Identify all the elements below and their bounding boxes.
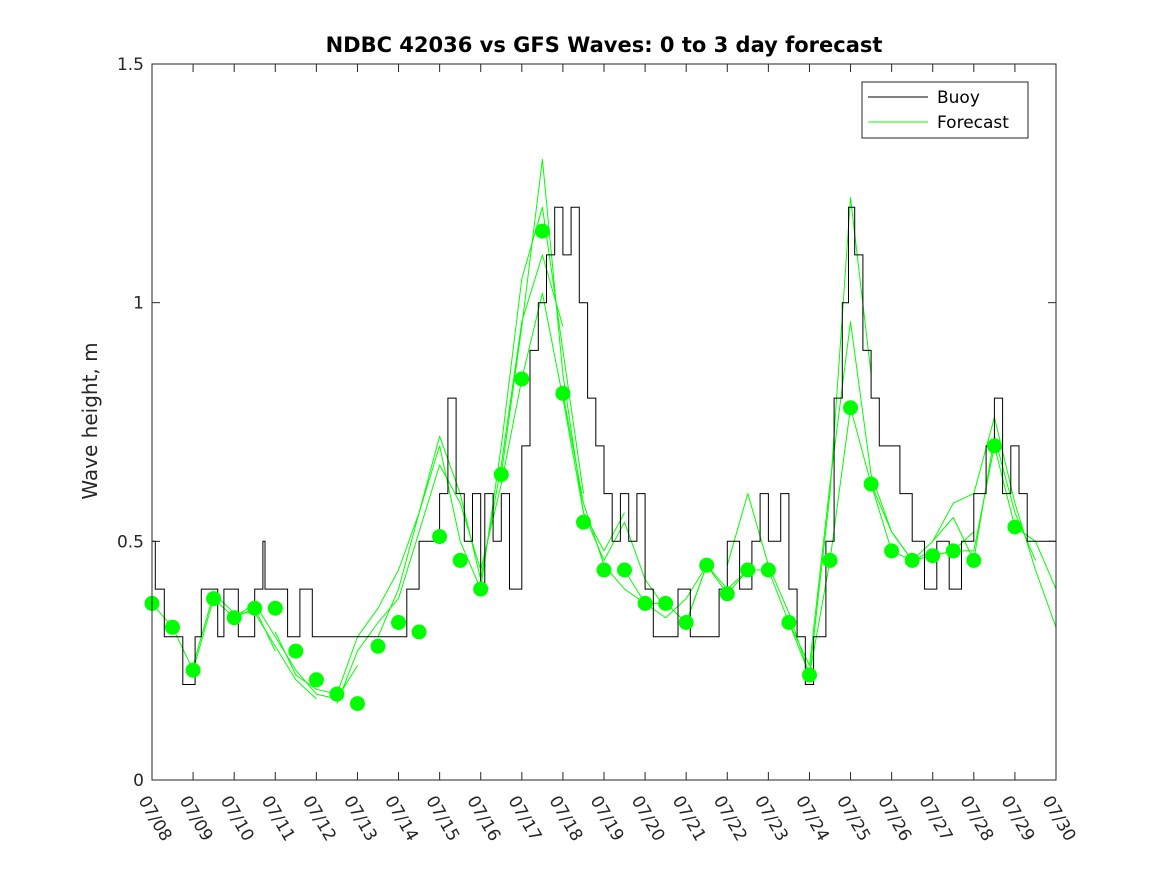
forecast-marker [206,591,222,607]
forecast-marker [740,562,756,578]
forecast-marker [493,467,509,482]
forecast-marker [452,552,468,568]
y-tick-label: 0.5 [117,532,144,552]
y-axis: 0 0.5 1 1.5 [117,55,1056,791]
forecast-marker [658,595,674,611]
legend-buoy-label: Buoy [937,88,980,108]
forecast-marker [514,371,530,387]
forecast-marker [329,686,345,702]
legend-box [861,81,1029,139]
forecast-marker [1007,519,1023,535]
forecast-marker [863,476,879,492]
forecast-marker [473,581,489,597]
forecast-marker [884,543,900,559]
y-tick-label: 1 [133,294,144,314]
forecast-run-line [521,292,667,609]
forecast-marker [391,615,406,630]
forecast-marker [247,600,263,616]
forecast-marker [308,672,324,688]
forecast-marker [925,548,941,564]
forecast-marker [822,552,838,568]
forecast-marker [719,586,735,602]
forecast-marker [432,529,448,545]
forecast-marker [904,552,920,568]
forecast-marker [986,438,1002,454]
forecast-marker [534,223,550,239]
forecast-marker [576,514,591,530]
forecast-run-line [439,206,584,590]
forecast-run-line [377,254,564,637]
forecast-marker [760,562,776,578]
forecast-run-line [500,159,625,552]
forecast-run-line [870,435,1036,561]
forecast-marker [802,667,817,683]
forecast-marker [843,400,858,416]
forecast-marker [165,619,180,635]
forecast-marker [617,562,632,578]
forecast-marker [596,562,612,578]
y-axis-label: Wave height, m [78,342,102,499]
forecast-marker [350,696,365,712]
forecast-marker [699,557,715,573]
forecast-marker [185,662,201,678]
legend: Buoy Forecast [861,81,1029,139]
chart-title: NDBC 42036 vs GFS Waves: 0 to 3 day fore… [326,33,883,57]
forecast-marker [678,615,694,630]
forecast-marker [411,624,427,640]
forecast-marker [555,385,571,401]
forecast-marker [781,615,797,630]
forecast-marker [267,600,283,616]
forecast-marker [288,643,304,659]
y-tick-label: 0 [133,771,144,791]
forecast-marker [945,543,961,559]
plot-area [144,159,1057,712]
forecast-marker [637,595,653,611]
forecast-marker [966,552,982,568]
buoy-line [152,206,1056,685]
forecast-run-line [562,393,708,619]
legend-forecast-label: Forecast [937,113,1009,133]
forecast-marker [226,610,242,626]
forecast-marker [370,638,386,654]
y-tick-label: 1.5 [117,55,144,75]
